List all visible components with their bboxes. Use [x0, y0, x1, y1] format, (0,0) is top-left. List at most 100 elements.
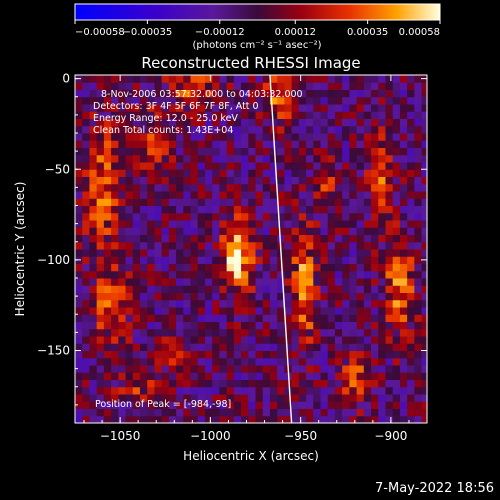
heatmap-cell — [176, 343, 184, 351]
heatmap-cell — [103, 89, 112, 98]
heatmap-cell — [89, 278, 98, 286]
heatmap-cell — [96, 278, 105, 286]
heatmap-cell — [421, 104, 427, 112]
x-tick-label: −1050 — [100, 429, 141, 443]
heatmap-cell — [313, 183, 321, 192]
heatmap-cell — [82, 336, 90, 344]
heatmap-cell — [269, 249, 278, 257]
heatmap-cell — [313, 249, 321, 257]
heatmap-cell — [371, 111, 379, 119]
heatmap-cell — [111, 176, 119, 185]
heatmap-cell — [320, 263, 329, 272]
heatmap-cell — [363, 401, 372, 409]
heatmap-cell — [139, 379, 148, 388]
heatmap-cell — [334, 350, 343, 359]
heatmap-cell — [118, 169, 127, 177]
heatmap-cell — [407, 343, 415, 351]
heatmap-cell — [212, 401, 220, 409]
heatmap-cell — [342, 104, 350, 112]
heatmap-cell — [342, 154, 350, 163]
heatmap-cell — [241, 357, 249, 366]
heatmap-cell — [277, 169, 285, 177]
heatmap-cell — [342, 220, 350, 228]
heatmap-cell — [132, 220, 141, 228]
heatmap-cell — [241, 140, 249, 148]
heatmap-cell — [378, 379, 386, 388]
heatmap-cell — [269, 314, 278, 322]
heatmap-cell — [82, 125, 90, 134]
heatmap-cell — [168, 394, 177, 402]
heatmap-cell — [103, 408, 112, 417]
heatmap-cell — [75, 328, 83, 337]
heatmap-cell — [306, 118, 314, 127]
heatmap-cell — [291, 394, 300, 402]
heatmap-cell — [334, 82, 343, 90]
heatmap-cell — [226, 147, 235, 156]
heatmap-cell — [118, 314, 127, 322]
heatmap-cell — [219, 328, 228, 337]
heatmap-cell — [82, 292, 90, 301]
heatmap-cell — [96, 140, 105, 148]
heatmap-cell — [356, 365, 365, 373]
heatmap-cell — [378, 408, 386, 417]
heatmap-cell — [197, 249, 206, 257]
heatmap-cell — [363, 350, 372, 359]
heatmap-cell — [363, 154, 372, 163]
heatmap-cell — [277, 408, 285, 417]
heatmap-cell — [75, 227, 83, 235]
heatmap-cell — [262, 205, 271, 214]
heatmap-cell — [183, 415, 192, 423]
heatmap-cell — [190, 379, 199, 388]
heatmap-cell — [421, 408, 427, 417]
heatmap-cell — [241, 104, 249, 112]
heatmap-cell — [349, 285, 358, 293]
heatmap-cell — [125, 89, 134, 98]
heatmap-cell — [349, 212, 358, 221]
heatmap-cell — [154, 212, 163, 221]
heatmap-cell — [89, 307, 98, 315]
heatmap-cell — [421, 328, 427, 337]
heatmap-cell — [399, 394, 408, 402]
heatmap-cell — [183, 321, 192, 330]
heatmap-cell — [96, 176, 105, 185]
heatmap-cell — [139, 321, 148, 330]
heatmap-cell — [306, 314, 314, 322]
heatmap-cell — [125, 162, 134, 170]
heatmap-cell — [96, 307, 105, 315]
heatmap-cell — [349, 147, 358, 156]
heatmap-cell — [269, 111, 278, 119]
heatmap-cell — [212, 336, 220, 344]
heatmap-cell — [147, 147, 155, 156]
heatmap-cell — [190, 249, 199, 257]
heatmap-cell — [255, 343, 264, 351]
heatmap-cell — [233, 379, 242, 388]
heatmap-cell — [399, 343, 408, 351]
heatmap-cell — [363, 147, 372, 156]
heatmap-cell — [269, 292, 278, 301]
heatmap-cell — [313, 104, 321, 112]
heatmap-cell — [96, 415, 105, 423]
heatmap-cell — [363, 372, 372, 380]
heatmap-cell — [248, 256, 257, 264]
heatmap-cell — [204, 111, 213, 119]
heatmap-cell — [284, 241, 293, 250]
heatmap-cell — [421, 220, 427, 228]
heatmap-cell — [89, 96, 98, 105]
heatmap-cell — [269, 372, 278, 380]
heatmap-cell — [241, 401, 249, 409]
heatmap-cell — [226, 292, 235, 301]
heatmap-cell — [168, 220, 177, 228]
heatmap-cell — [219, 162, 228, 170]
heatmap-cell — [392, 125, 401, 134]
heatmap-cell — [378, 372, 386, 380]
heatmap-cell — [407, 169, 415, 177]
heatmap-cell — [226, 386, 235, 395]
heatmap-cell — [226, 350, 235, 359]
heatmap-cell — [399, 234, 408, 243]
heatmap-cell — [392, 408, 401, 417]
heatmap-cell — [197, 227, 206, 235]
heatmap-cell — [407, 125, 415, 134]
heatmap-cell — [399, 292, 408, 301]
heatmap-cell — [111, 133, 119, 141]
heatmap-cell — [204, 285, 213, 293]
